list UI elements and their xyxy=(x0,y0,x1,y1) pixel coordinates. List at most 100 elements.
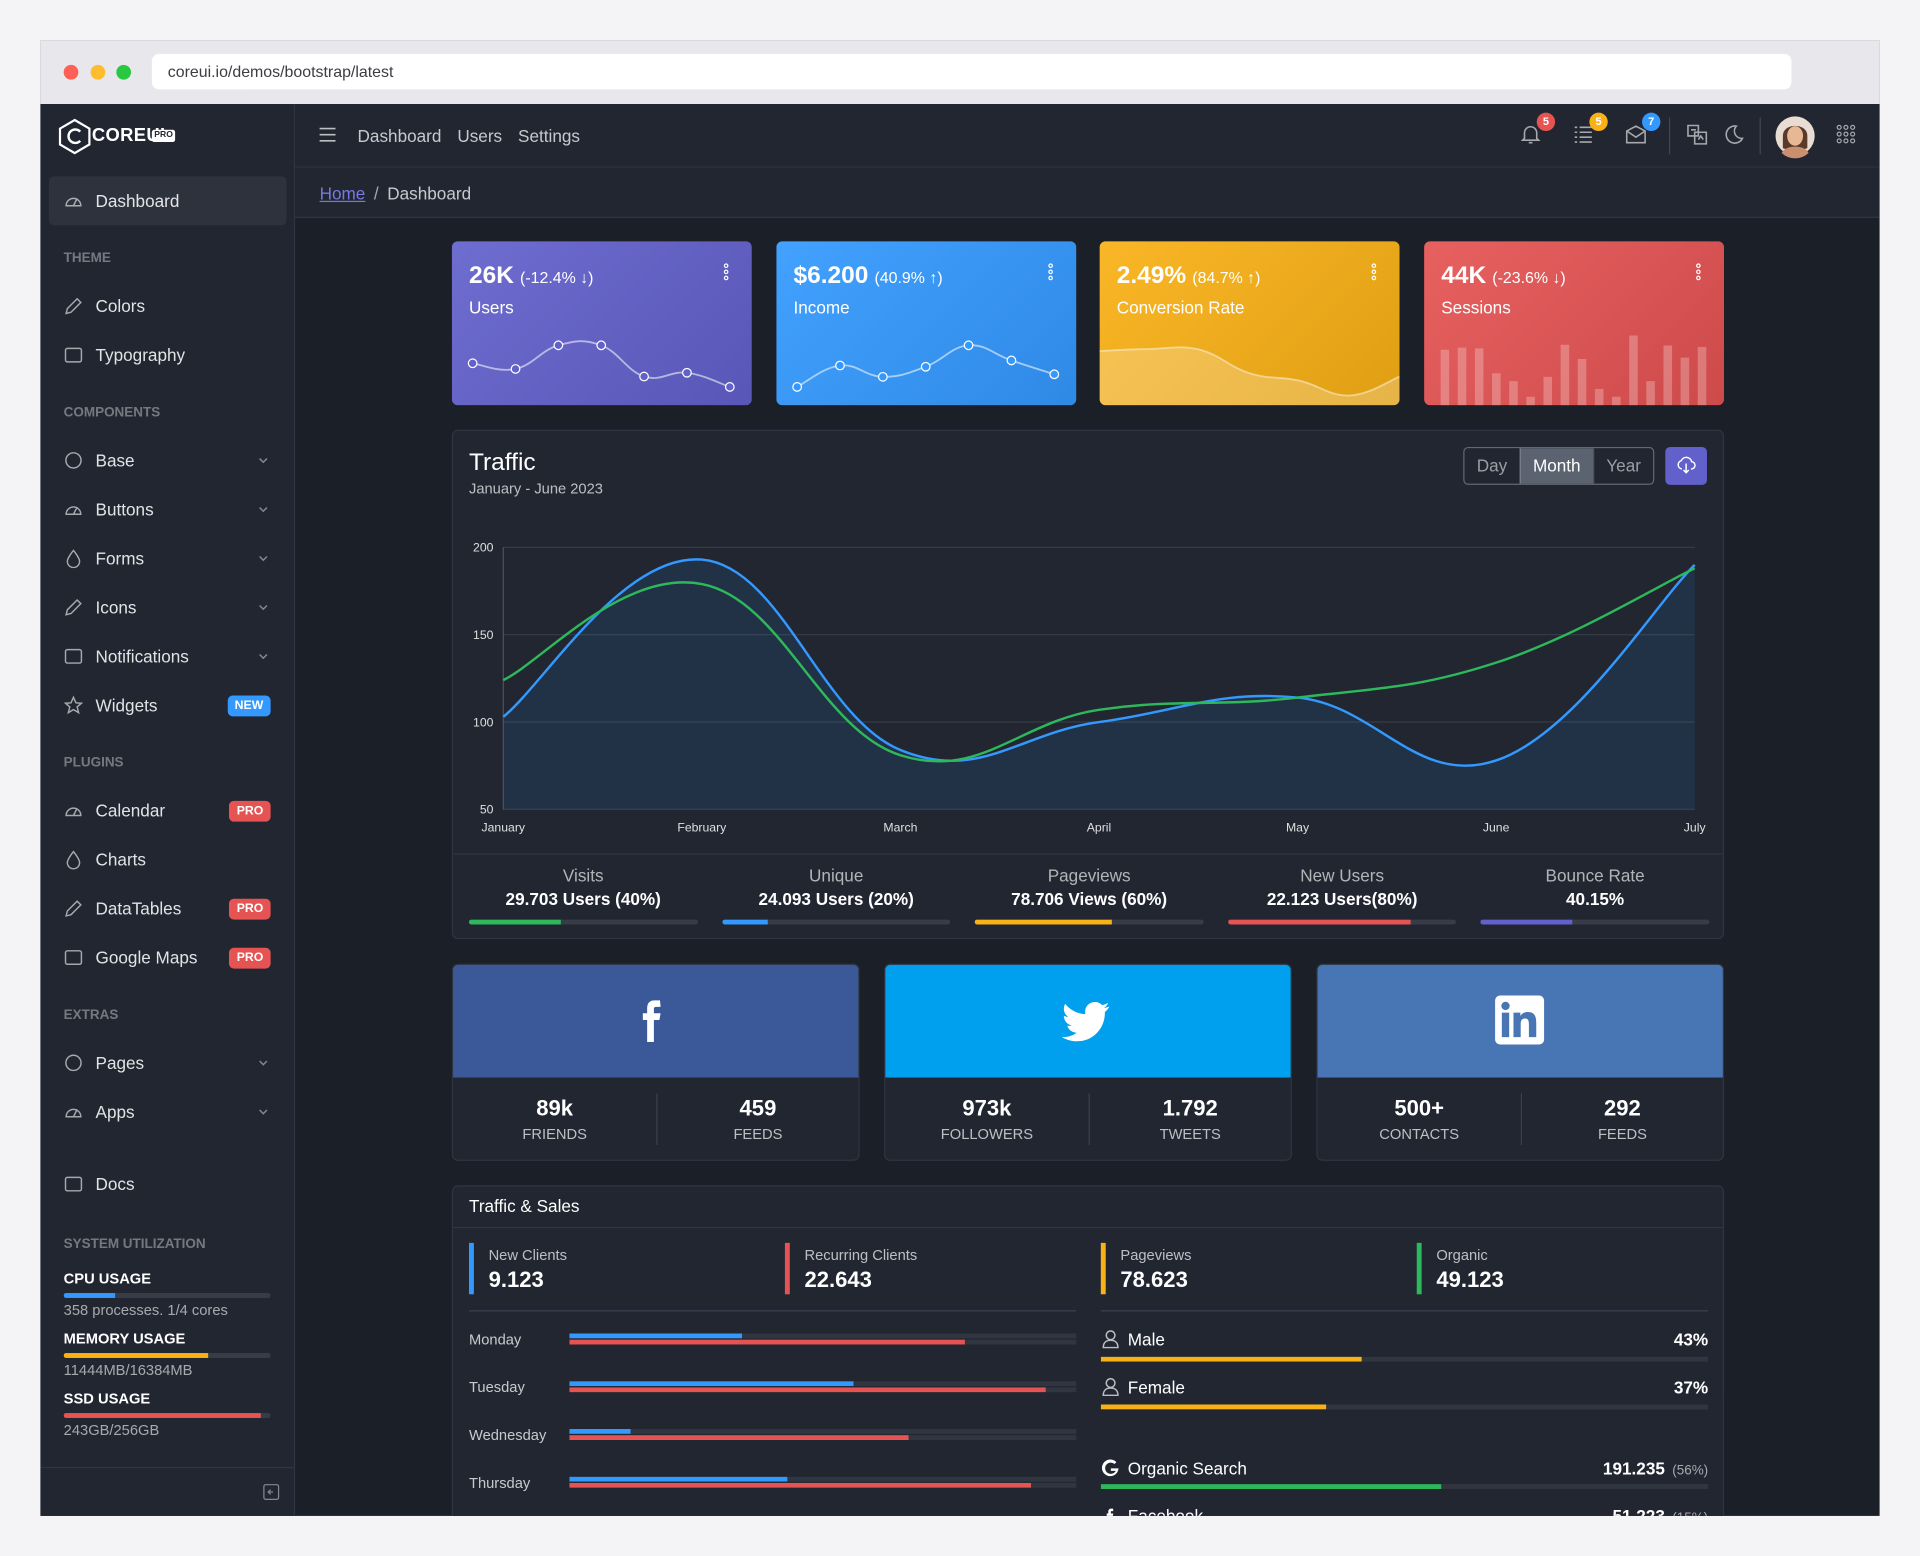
nav-item[interactable]: Colors xyxy=(49,282,287,331)
window-control[interactable] xyxy=(90,64,105,80)
period-button[interactable]: Day xyxy=(1476,455,1508,476)
nav-item[interactable]: Buttons xyxy=(49,485,287,534)
nav-item[interactable]: Google Maps PRO xyxy=(49,933,287,982)
period-button[interactable]: Year xyxy=(1592,448,1653,484)
dropdown-chevron xyxy=(259,556,268,562)
nav-item[interactable]: Charts xyxy=(49,835,287,884)
nav-item[interactable]: Notifications xyxy=(49,632,287,681)
stat-value: 78.706 Views (60%) xyxy=(1011,888,1168,909)
header-link[interactable]: Settings xyxy=(518,126,580,146)
menu-toggle[interactable] xyxy=(319,127,337,142)
sparkline xyxy=(1099,346,1400,406)
header-icon[interactable] xyxy=(1572,124,1594,146)
browser-window: coreui.io/demos/bootstrap/latest COREUI PR… xyxy=(40,40,1880,1516)
widget-menu[interactable] xyxy=(1047,263,1054,281)
stat-progress xyxy=(468,919,561,925)
nav-item[interactable]: Typography xyxy=(49,331,287,380)
section-divider xyxy=(468,1310,1077,1312)
window-control[interactable] xyxy=(63,64,79,80)
nav-item[interactable]: Calendar PRO xyxy=(49,786,287,835)
sidebar-toggler[interactable] xyxy=(263,1484,280,1501)
language-icon[interactable] xyxy=(1686,124,1708,146)
theme-icon[interactable] xyxy=(1723,124,1745,146)
nav-label: Charts xyxy=(95,849,147,870)
widget-value: 2.49% xyxy=(1116,262,1187,289)
nav-label: Buttons xyxy=(95,499,154,520)
sparkline-point xyxy=(1006,355,1017,366)
nav-item[interactable]: Apps xyxy=(49,1087,287,1136)
nav-icon xyxy=(65,807,82,817)
header-icon[interactable] xyxy=(1625,124,1647,146)
widget-menu[interactable] xyxy=(1370,263,1377,281)
nav-item[interactable]: Base xyxy=(49,436,287,485)
download-button[interactable] xyxy=(1665,446,1707,485)
widget-menu[interactable] xyxy=(722,263,729,281)
breadcrumb-item: Dashboard xyxy=(387,183,472,204)
address-bar[interactable]: coreui.io/demos/bootstrap/latest xyxy=(151,53,1792,90)
apps-icon[interactable] xyxy=(1836,124,1857,145)
header-link[interactable]: Dashboard xyxy=(357,126,442,146)
social-label: FEEDS xyxy=(1597,1125,1647,1143)
source-share: (15%) xyxy=(1672,1507,1708,1516)
day-track xyxy=(569,1482,1077,1488)
breadcrumb: Home / Dashboard xyxy=(320,182,472,204)
social-card: 500+ CONTACTS 292 FEEDS xyxy=(1316,963,1725,1161)
social-card: 973k FOLLOWERS 1.792 TWEETS xyxy=(884,963,1292,1161)
nav-label: Pages xyxy=(95,1053,145,1073)
nav-item[interactable]: DataTables PRO xyxy=(49,884,287,933)
menu-dot xyxy=(723,263,729,269)
day-track xyxy=(569,1333,1077,1339)
day-label: Monday xyxy=(468,1331,522,1349)
window-control[interactable] xyxy=(116,64,132,80)
apps-dot xyxy=(1836,131,1842,137)
nav-icon xyxy=(63,695,84,715)
gender-bar xyxy=(1100,1356,1362,1362)
sparkline-bar xyxy=(1680,357,1690,406)
nav-badge: PRO xyxy=(229,800,271,822)
avatar[interactable] xyxy=(1775,116,1815,159)
facebook-icon xyxy=(642,1000,661,1043)
icon-shape xyxy=(64,1176,83,1192)
nav-item[interactable]: Docs xyxy=(49,1160,287,1209)
period-button[interactable]: Month xyxy=(1519,448,1593,484)
stat-value: 29.703 Users (40%) xyxy=(505,888,661,909)
nav-icon xyxy=(64,1176,83,1192)
sales-header: Traffic & Sales xyxy=(453,1187,1723,1229)
nav-icon xyxy=(65,900,82,917)
twitter-icon xyxy=(1061,1001,1110,1042)
header-nav: Dashboard Users Settings xyxy=(358,125,580,147)
sparkline-bar xyxy=(1646,381,1655,406)
widget-change: (-23.6% ↓) xyxy=(1492,268,1566,287)
breadcrumb-item[interactable]: Home xyxy=(319,183,366,204)
widget-change: (84.7% ↑) xyxy=(1192,268,1261,287)
social-icon xyxy=(1061,1001,1110,1042)
nav-item[interactable]: Dashboard xyxy=(48,176,287,226)
nav-item[interactable]: Icons xyxy=(49,583,287,632)
nav-label: Docs xyxy=(95,1174,135,1194)
header-icon[interactable] xyxy=(1520,124,1542,146)
header-link[interactable]: Users xyxy=(457,126,503,146)
social-icon xyxy=(642,1000,661,1043)
stat-column: Bounce Rate 40.15% xyxy=(1480,855,1710,938)
apps-dot xyxy=(1836,124,1842,130)
widget-menu[interactable] xyxy=(1695,263,1702,281)
kpi-value: 22.643 xyxy=(804,1267,872,1292)
nav-icon xyxy=(64,648,83,664)
nav-label: Base xyxy=(95,450,135,471)
notification-badge: 7 xyxy=(1642,112,1661,132)
nav-item[interactable]: Forms xyxy=(49,534,287,583)
kpi-label: New Clients xyxy=(488,1246,567,1264)
social-value: 459 xyxy=(739,1095,777,1121)
stat-track xyxy=(721,919,951,925)
person-shape xyxy=(1102,1330,1119,1349)
apps-dot xyxy=(1843,131,1849,137)
icon-shape xyxy=(65,197,82,207)
nav-item[interactable]: Pages xyxy=(49,1038,287,1087)
nav-icon xyxy=(65,197,82,207)
chevron-shape xyxy=(259,556,268,562)
social-header xyxy=(885,964,1291,1078)
nav-item[interactable]: Widgets NEW xyxy=(49,681,287,730)
nav-icon xyxy=(65,1108,82,1118)
day-track xyxy=(569,1476,1077,1482)
sparkline-point xyxy=(835,360,845,371)
